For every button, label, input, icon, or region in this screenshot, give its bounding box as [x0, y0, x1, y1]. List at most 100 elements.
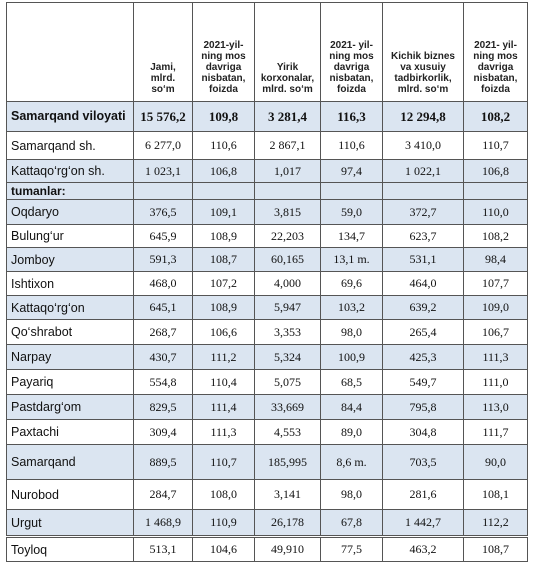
cell: 49,910 — [254, 535, 321, 562]
cell: 372,7 — [382, 199, 464, 225]
cell: 3,353 — [254, 319, 321, 345]
cell: 106,8 — [192, 159, 255, 183]
cell: 623,7 — [382, 224, 464, 248]
cell: 110,7 — [192, 444, 255, 480]
cell: 463,2 — [382, 535, 464, 562]
cell: 8,6 m. — [320, 444, 383, 480]
empty-cell — [382, 182, 464, 200]
table-row: Nurobod 284,7 108,0 3,141 98,0 281,6 108,1 — [6, 479, 528, 510]
table-row: Narpay 430,7 111,2 5,324 100,9 425,3 111,3 — [6, 344, 528, 370]
cell: 134,7 — [320, 224, 383, 248]
cell: 639,2 — [382, 295, 464, 320]
row-label: Samarqand — [6, 444, 134, 480]
cell: 22,203 — [254, 224, 321, 248]
cell: 554,8 — [133, 369, 193, 395]
cell: 113,0 — [463, 394, 528, 420]
cell: 98,0 — [320, 319, 383, 345]
table-row: Toyloq 513,1 104,6 49,910 77,5 463,2 108,7 — [6, 535, 528, 562]
table-row: Urgut 1 468,9 110,9 26,178 67,8 1 442,7 112,2 — [6, 509, 528, 537]
empty-cell — [320, 182, 383, 200]
cell: 309,4 — [133, 419, 193, 445]
row-label: Pastdarg‘om — [6, 394, 134, 420]
row-label: Payariq — [6, 369, 134, 395]
cell: 591,3 — [133, 247, 193, 272]
header-cell: 2021- yil-ning mos davriga nisbatan, foi… — [463, 2, 528, 102]
cell: 3,141 — [254, 479, 321, 510]
cell: 84,4 — [320, 394, 383, 420]
cell: 513,1 — [133, 535, 193, 562]
cell: 281,6 — [382, 479, 464, 510]
header-cell: 2021- yil-ning mos davriga nisbatan, foi… — [320, 2, 383, 102]
table-row: Kattaqo‘rg‘on sh. 1 023,1 106,8 1,017 97,4 1 … — [6, 159, 528, 183]
cell: 103,2 — [320, 295, 383, 320]
cell: 1 023,1 — [133, 159, 193, 183]
table-row: Qo‘shrabot 268,7 106,6 3,353 98,0 265,4 106,7 — [6, 319, 528, 345]
cell: 59,0 — [320, 199, 383, 225]
cell: 110,6 — [192, 131, 255, 160]
row-label: Samarqand viloyati — [6, 101, 134, 132]
cell: 106,6 — [192, 319, 255, 345]
cell: 1,017 — [254, 159, 321, 183]
cell: 89,0 — [320, 419, 383, 445]
cell: 265,4 — [382, 319, 464, 345]
table-body: Samarqand viloyati 15 576,2 109,8 3 281,4 11… — [6, 101, 528, 562]
cell: 5,324 — [254, 344, 321, 370]
cell: 67,8 — [320, 509, 383, 537]
row-label: Urgut — [6, 509, 134, 537]
table-row: Oqdaryo 376,5 109,1 3,815 59,0 372,7 110,0 — [6, 199, 528, 225]
cell: 98,0 — [320, 479, 383, 510]
cell: 109,1 — [192, 199, 255, 225]
cell: 33,669 — [254, 394, 321, 420]
cell: 110,9 — [192, 509, 255, 537]
cell: 829,5 — [133, 394, 193, 420]
row-label: Samarqand sh. — [6, 131, 134, 160]
cell: 60,165 — [254, 247, 321, 272]
cell: 77,5 — [320, 535, 383, 562]
cell: 430,7 — [133, 344, 193, 370]
cell: 5,075 — [254, 369, 321, 395]
cell: 12 294,8 — [382, 101, 464, 132]
cell: 1 468,9 — [133, 509, 193, 537]
cell: 284,7 — [133, 479, 193, 510]
cell: 111,4 — [192, 394, 255, 420]
cell: 110,7 — [463, 131, 528, 160]
row-label: tumanlar: — [6, 182, 134, 200]
cell: 111,3 — [192, 419, 255, 445]
row-label: Kattaqo‘rg‘on — [6, 295, 134, 320]
row-label: Bulung‘ur — [6, 224, 134, 248]
table-row: Samarqand 889,5 110,7 185,995 8,6 m. 703,5 90,… — [6, 444, 528, 480]
cell: 3,815 — [254, 199, 321, 225]
cell: 106,8 — [463, 159, 528, 183]
row-label: Narpay — [6, 344, 134, 370]
header-cell: Jami, mlrd. so‘m — [133, 2, 193, 102]
cell: 26,178 — [254, 509, 321, 537]
cell: 889,5 — [133, 444, 193, 480]
cell: 106,7 — [463, 319, 528, 345]
table-row: Kattaqo‘rg‘on 645,1 108,9 5,947 103,2 639,2 10… — [6, 295, 528, 320]
table-row: Jomboy 591,3 108,7 60,165 13,1 m. 531,1 98,4 — [6, 247, 528, 272]
cell: 100,9 — [320, 344, 383, 370]
cell: 111,2 — [192, 344, 255, 370]
cell: 108,0 — [192, 479, 255, 510]
cell: 108,9 — [192, 224, 255, 248]
row-label: Paxtachi — [6, 419, 134, 445]
cell: 1 442,7 — [382, 509, 464, 537]
cell: 795,8 — [382, 394, 464, 420]
cell: 531,1 — [382, 247, 464, 272]
header-cell: Kichik biznes va xusuiy tadbirkorlik, ml… — [382, 2, 464, 102]
row-label: Qo‘shrabot — [6, 319, 134, 345]
cell: 13,1 m. — [320, 247, 383, 272]
table-row: Ishtixon 468,0 107,2 4,000 69,6 464,0 107,7 — [6, 271, 528, 296]
cell: 645,9 — [133, 224, 193, 248]
cell: 109,0 — [463, 295, 528, 320]
table-row: Samarqand viloyati 15 576,2 109,8 3 281,4 11… — [6, 101, 528, 132]
cell: 108,2 — [463, 101, 528, 132]
cell: 116,3 — [320, 101, 383, 132]
table-row: Pastdarg‘om 829,5 111,4 33,669 84,4 795,8 113,… — [6, 394, 528, 420]
cell: 97,4 — [320, 159, 383, 183]
header-cell: 2021-yil-ning mos davriga nisbatan, foiz… — [192, 2, 255, 102]
empty-cell — [133, 182, 193, 200]
cell: 2 867,1 — [254, 131, 321, 160]
cell: 268,7 — [133, 319, 193, 345]
